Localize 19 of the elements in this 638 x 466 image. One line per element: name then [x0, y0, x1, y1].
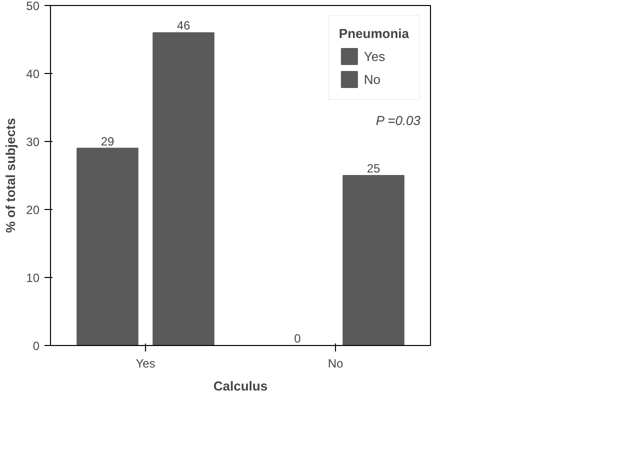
x-axis-title: Calculus [213, 378, 268, 394]
data-label: 0 [294, 332, 302, 346]
y-tick-label: 50 [26, 0, 40, 13]
data-label: 25 [366, 162, 380, 176]
y-axis-title: % of total subjects [3, 118, 18, 233]
legend-title: Pneumonia [338, 26, 409, 41]
y-tick-label: 0 [32, 339, 40, 353]
y-tick-label: 20 [26, 203, 40, 217]
y-tick-label: 30 [26, 135, 40, 149]
bar [342, 175, 404, 346]
bar [76, 148, 138, 346]
annotation: P =0.03 [376, 112, 422, 128]
legend-label: No [364, 72, 382, 86]
data-label: 29 [100, 134, 114, 148]
bar [152, 32, 214, 346]
y-tick-label: 10 [26, 271, 40, 285]
y-tick-label: 40 [26, 67, 40, 81]
data-label: 46 [176, 18, 190, 33]
legend-label: Yes [364, 48, 386, 64]
